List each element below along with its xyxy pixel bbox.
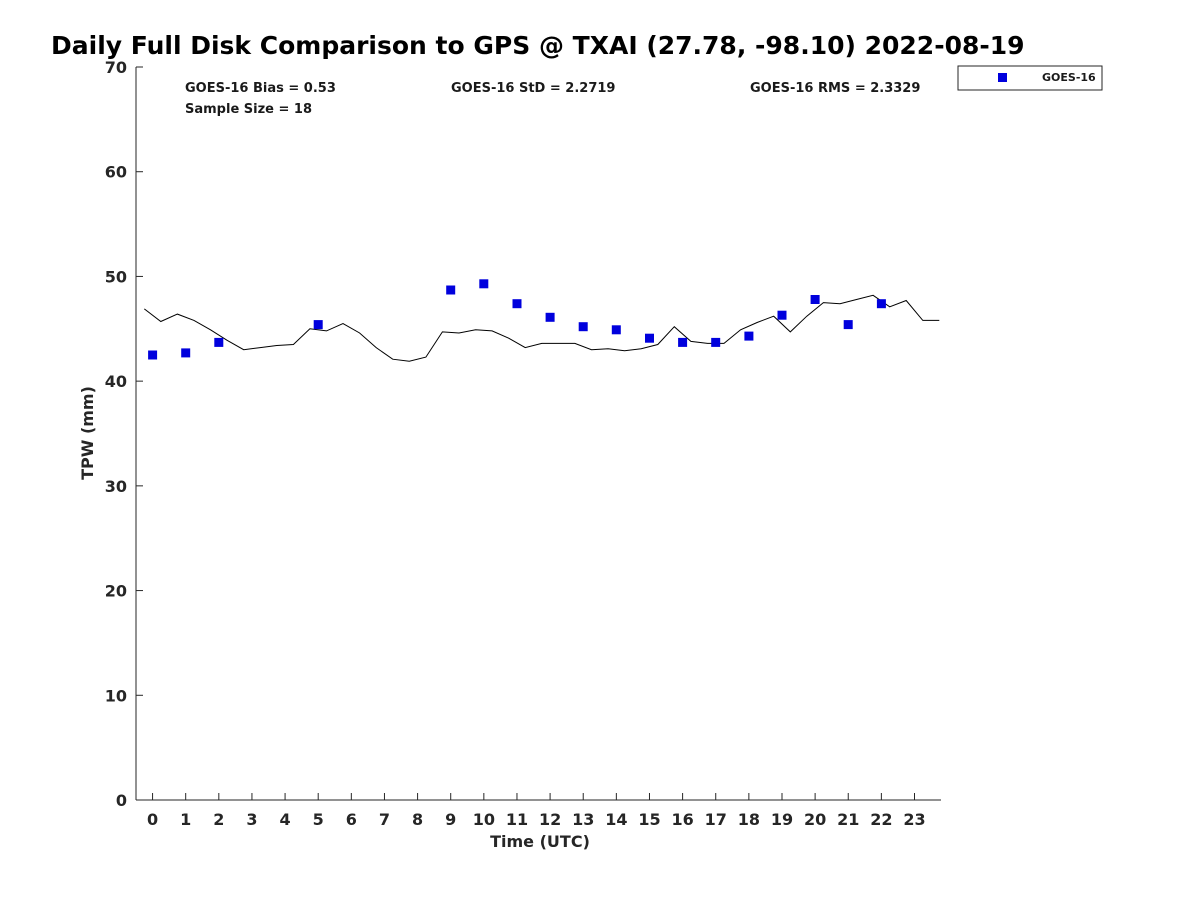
goes16-point	[843, 320, 853, 330]
legend-marker	[998, 73, 1007, 82]
y-tick-label: 70	[105, 58, 127, 77]
goes16-point	[744, 331, 754, 341]
x-tick-label: 1	[180, 810, 191, 829]
y-tick-label: 0	[116, 791, 127, 810]
x-tick-label: 22	[870, 810, 892, 829]
x-tick-label: 12	[539, 810, 561, 829]
x-tick-label: 11	[506, 810, 528, 829]
goes16-point	[810, 295, 820, 304]
legend-label: GOES-16	[1042, 71, 1096, 84]
x-tick-label: 8	[412, 810, 423, 829]
goes16-point	[214, 337, 224, 347]
y-tick-label: 30	[105, 477, 127, 496]
x-tick-label: 13	[572, 810, 594, 829]
stat-rms: GOES-16 RMS = 2.3329	[750, 81, 920, 96]
goes16-point	[645, 333, 654, 343]
x-tick-label: 6	[346, 810, 357, 829]
goes16-point	[512, 299, 522, 309]
chart-title: Daily Full Disk Comparison to GPS @ TXAI…	[51, 31, 1025, 60]
x-tick-label: 10	[473, 810, 495, 829]
goes16-point	[313, 320, 323, 330]
stat-sample-size: Sample Size = 18	[185, 102, 312, 117]
y-axis-label: TPW (mm)	[78, 386, 97, 480]
x-tick-label: 3	[246, 810, 257, 829]
x-tick-label: 7	[379, 810, 390, 829]
goes16-point	[148, 350, 158, 360]
gps-line	[143, 294, 940, 362]
legend: GOES-16	[957, 65, 1103, 91]
x-tick-label: 9	[445, 810, 456, 829]
goes16-point	[678, 337, 688, 347]
x-tick-label: 17	[705, 810, 727, 829]
stat-bias: GOES-16 Bias = 0.53	[185, 81, 336, 96]
legend-box	[957, 65, 1103, 91]
goes16-point	[545, 312, 555, 322]
x-tick-label: 19	[771, 810, 793, 829]
gps-line-series	[143, 294, 940, 362]
goes16-point	[479, 279, 489, 289]
goes16-point	[446, 285, 456, 295]
goes16-points-series	[148, 279, 886, 360]
y-tick-label: 60	[105, 163, 127, 182]
goes16-point	[181, 348, 191, 358]
goes16-point	[777, 310, 787, 320]
y-tick-label: 40	[105, 372, 127, 391]
x-tick-label: 5	[313, 810, 324, 829]
x-tick-label: 15	[638, 810, 660, 829]
x-tick-label: 0	[147, 810, 158, 829]
x-tick-label: 2	[213, 810, 224, 829]
x-axis-label: Time (UTC)	[490, 832, 590, 851]
x-tick-label: 20	[804, 810, 826, 829]
stat-std: GOES-16 StD = 2.2719	[451, 81, 615, 96]
y-tick-label: 10	[105, 686, 127, 705]
x-tick-label: 14	[605, 810, 627, 829]
x-tick-label: 23	[903, 810, 925, 829]
y-tick-label: 50	[105, 267, 127, 286]
y-tick-label: 20	[105, 582, 127, 601]
plot-area: 0 1 2 3 4 5 6 7 8 9 10 11 12 13 14 15 16 17 18 19 20 21 22 2301…	[105, 58, 941, 829]
x-tick-label: 21	[837, 810, 859, 829]
goes16-point	[578, 322, 588, 332]
goes16-point	[611, 325, 621, 335]
axis-ticks: 0 1 2 3 4 5 6 7 8 9 10 11 12 13 14 15 16 17 18 19 20 21 22 2301…	[105, 58, 926, 829]
x-tick-label: 18	[738, 810, 760, 829]
goes16-point	[711, 337, 721, 347]
x-tick-label: 16	[671, 810, 693, 829]
x-tick-label: 4	[280, 810, 291, 829]
goes16-point	[876, 299, 886, 309]
